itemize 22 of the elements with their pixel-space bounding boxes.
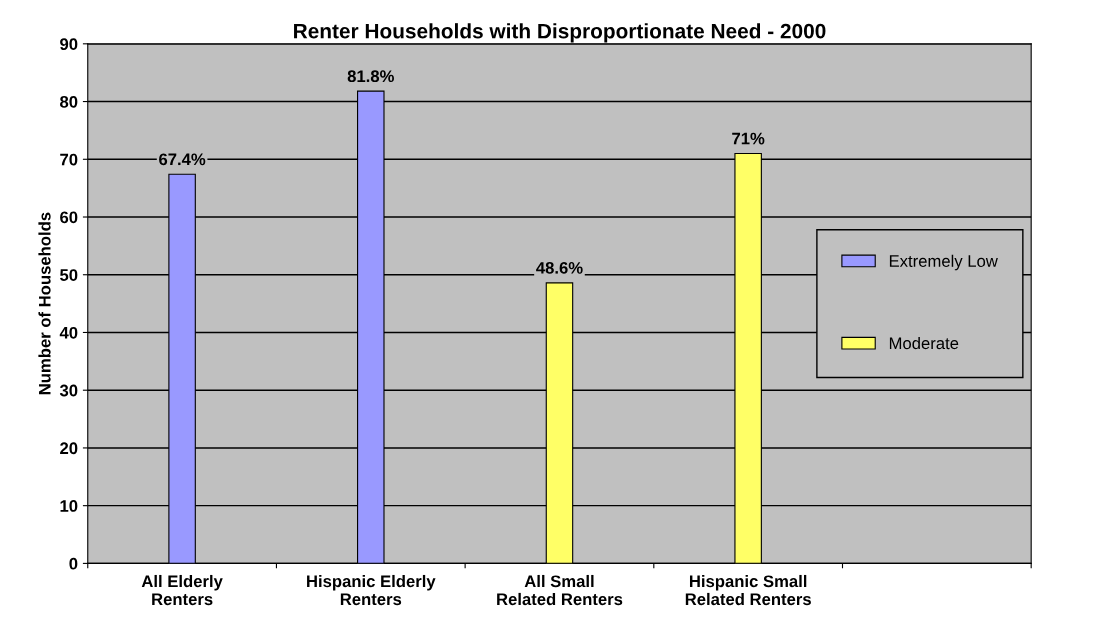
y-tick-label: 70 (60, 153, 78, 166)
y-tick-label: 60 (60, 211, 78, 224)
x-tick-label: All Small Related Renters (497, 574, 623, 606)
x-tick-label: Hispanic Elderly Renters (307, 574, 436, 606)
x-tick-label: Hispanic Small Related Renters (685, 574, 811, 606)
y-axis-title: Number of Households (38, 212, 51, 395)
data-label: 81.8% (347, 70, 394, 83)
y-tick-label: 50 (60, 269, 78, 281)
y-tick-label: 20 (60, 442, 78, 455)
legend-label: Moderate (889, 336, 959, 350)
data-label: 48.6% (536, 261, 583, 274)
chart-title: Renter Households with Disproportionate Need - 2000 (294, 23, 826, 43)
y-tick-label: 0 (69, 557, 78, 570)
x-tick-label: All Elderly Renters (141, 574, 223, 606)
y-tick-label: 90 (60, 38, 78, 51)
y-tick-label: 10 (60, 500, 78, 512)
data-label: 67.4% (159, 153, 206, 166)
legend-label: Extremely Low (889, 254, 998, 271)
y-tick-label: 80 (60, 95, 78, 108)
y-tick-label: 40 (59, 326, 78, 339)
y-tick-label: 30 (59, 384, 78, 397)
data-label: 71% (732, 132, 765, 145)
